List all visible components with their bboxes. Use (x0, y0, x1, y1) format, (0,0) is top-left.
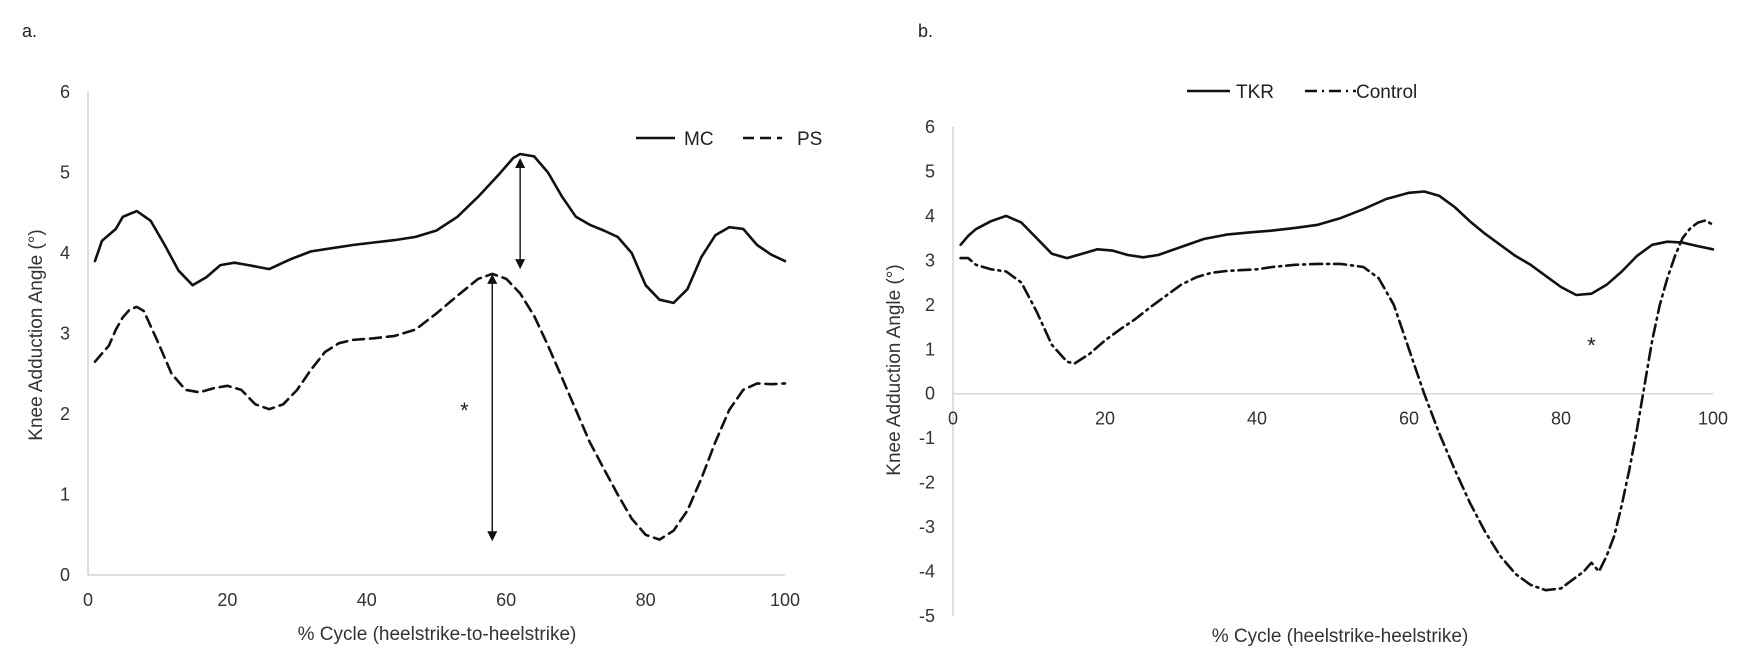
y-tick-label: 0 (60, 565, 70, 585)
panel-a-legend: MC PS (636, 129, 822, 150)
y-tick-label: 5 (925, 161, 935, 181)
panel-b-series (959, 190, 1715, 592)
y-tick-label: 6 (60, 82, 70, 102)
y-tick-label: -3 (919, 517, 935, 537)
y-tick-label: 3 (925, 250, 935, 270)
arrow-head-up (515, 158, 526, 169)
x-tick-label: 60 (496, 590, 516, 610)
y-tick-label: 3 (60, 324, 70, 344)
panel-a-y-ticks: 0 1 2 3 4 5 6 (60, 82, 70, 585)
panel-a-y-axis-title: Knee Adduction Angle (°) (26, 229, 47, 440)
panel-b-legend: TKR Control (1187, 82, 1417, 103)
legend-tkr-label: TKR (1236, 82, 1274, 103)
panel-b-x-ticks: 0 20 40 60 80 100 (948, 409, 1728, 429)
x-tick-label: 80 (1551, 409, 1571, 429)
panel-b-annotations: * (1587, 333, 1596, 358)
x-tick-label: 100 (770, 590, 800, 610)
panel-b-y-ticks: -5 -4 -3 -2 -1 0 1 2 3 4 5 6 (919, 117, 935, 626)
y-tick-label: 5 (60, 163, 70, 183)
panel-a-x-ticks: 0 20 40 60 80 100 (83, 590, 800, 610)
y-tick-label: 4 (60, 243, 70, 263)
x-tick-label: 20 (217, 590, 237, 610)
series-line-mc (93, 152, 787, 305)
panel-a-x-axis-title: % Cycle (heelstrike-to-heelstrike) (298, 624, 577, 645)
panel-a-label: a. (22, 21, 37, 41)
x-tick-label: 40 (1247, 409, 1267, 429)
arrow-head-down (515, 259, 526, 270)
x-tick-label: 20 (1095, 409, 1115, 429)
panel-b-x-axis-title: % Cycle (heelstrike-heelstrike) (1212, 626, 1469, 647)
legend-mc-label: MC (684, 129, 714, 150)
series-line-control (959, 219, 1715, 592)
x-tick-label: 60 (1399, 409, 1419, 429)
x-tick-label: 80 (636, 590, 656, 610)
y-tick-label: -2 (919, 473, 935, 493)
y-tick-label: 0 (925, 384, 935, 404)
panel-b-y-axis-title: Knee Adduction Angle (°) (884, 264, 905, 475)
panel-a-series (93, 152, 787, 541)
x-tick-label: 0 (948, 409, 958, 429)
panel-a: a. 0 1 2 3 4 5 6 0 20 40 60 80 100 % Cycle (heelstr… (22, 21, 822, 645)
y-tick-label: 1 (925, 339, 935, 359)
x-tick-label: 100 (1698, 409, 1728, 429)
y-tick-label: -5 (919, 606, 935, 626)
x-tick-label: 40 (357, 590, 377, 610)
series-line-ps (93, 272, 787, 541)
legend-control-label: Control (1356, 82, 1417, 103)
double-arrow-annotation (487, 273, 498, 542)
significance-marker: * (1587, 333, 1596, 358)
panel-b-label: b. (918, 21, 933, 41)
arrow-head-down (487, 531, 498, 542)
arrow-head-up (487, 273, 498, 284)
y-tick-label: 4 (925, 206, 935, 226)
panel-a-annotations: * (460, 158, 526, 542)
y-tick-label: 6 (925, 117, 935, 137)
y-tick-label: 2 (60, 404, 70, 424)
y-tick-label: -4 (919, 562, 935, 582)
y-tick-label: 2 (925, 295, 935, 315)
y-tick-label: 1 (60, 485, 70, 505)
double-arrow-annotation (515, 158, 526, 270)
panel-b: b. -5 -4 -3 -2 -1 0 1 2 3 4 5 6 0 20 40 60 80 100 % Cycl… (884, 21, 1728, 647)
significance-marker: * (460, 398, 469, 423)
series-line-tkr (959, 190, 1715, 297)
y-tick-label: -1 (919, 428, 935, 448)
legend-ps-label: PS (797, 129, 822, 150)
x-tick-label: 0 (83, 590, 93, 610)
